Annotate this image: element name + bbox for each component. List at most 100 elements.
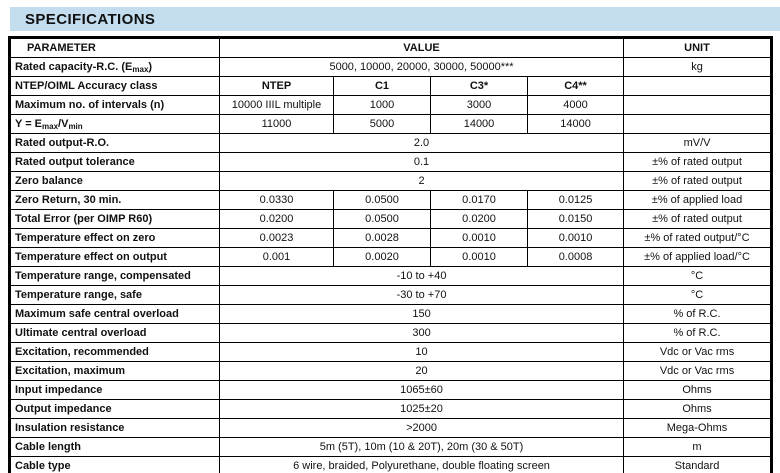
param-cell: Output impedance (10, 399, 220, 419)
sub-value-cell: 0.0020 (333, 247, 431, 267)
title-bar: SPECIFICATIONS (10, 7, 780, 31)
sub-value-cell: 0.001 (219, 247, 334, 267)
value-cell: 20 (218, 361, 625, 381)
sub-value-cell: 1000 (333, 95, 431, 115)
subscript: max (42, 121, 59, 131)
sub-value-cell: 0.0028 (333, 228, 431, 248)
unit-cell (623, 76, 771, 96)
unit-cell: kg (623, 57, 771, 77)
unit-cell: m (623, 437, 771, 457)
specifications-table: PARAMETER VALUE UNIT Rated capacity-R.C.… (10, 38, 771, 473)
header-unit: UNIT (623, 38, 771, 58)
value-cell: 5m (5T), 10m (10 & 20T), 20m (30 & 50T) (218, 437, 625, 457)
param-cell: Rated output tolerance (10, 152, 220, 172)
param-cell: Excitation, maximum (10, 361, 220, 381)
param-cell: Cable type (10, 456, 220, 473)
unit-cell: Standard (623, 456, 771, 473)
param-cell: Temperature range, compensated (10, 266, 220, 286)
param-cell: Rated output-R.O. (10, 133, 220, 153)
sub-value-cell: 0.0500 (333, 209, 431, 229)
table-row: Zero Return, 30 min. 0.0330 0.0500 0.017… (10, 190, 771, 210)
param-cell: Input impedance (10, 380, 220, 400)
unit-cell: Ohms (623, 380, 771, 400)
sub-value-cell: 0.0010 (430, 247, 528, 267)
param-cell: Temperature effect on output (10, 247, 220, 267)
value-cell: 1065±60 (218, 380, 625, 400)
sub-value-cell: 3000 (430, 95, 528, 115)
param-cell: Temperature range, safe (10, 285, 220, 305)
table-row: Ultimate central overload 300 % of R.C. (10, 323, 771, 343)
sub-value-cell: 0.0500 (333, 190, 431, 210)
value-cell: 300 (218, 323, 625, 343)
unit-cell: Ohms (623, 399, 771, 419)
table-row: Temperature range, compensated -10 to +4… (10, 266, 771, 286)
unit-cell: Mega-Ohms (623, 418, 771, 438)
table-row: Input impedance 1065±60 Ohms (10, 380, 771, 400)
table-row: NTEP/OIML Accuracy class NTEP C1 C3* C4*… (10, 76, 771, 96)
subscript: max (132, 64, 149, 74)
table-row: Total Error (per OIMP R60) 0.0200 0.0500… (10, 209, 771, 229)
param-cell: Zero Return, 30 min. (10, 190, 220, 210)
param-cell: Cable length (10, 437, 220, 457)
header-parameter: PARAMETER (10, 38, 220, 58)
table-row: Temperature range, safe -30 to +70 °C (10, 285, 771, 305)
value-cell: 6 wire, braided, Polyurethane, double fl… (218, 456, 625, 473)
table-row: Excitation, maximum 20 Vdc or Vac rms (10, 361, 771, 381)
value-cell: >2000 (218, 418, 625, 438)
param-cell: Maximum no. of intervals (n) (10, 95, 220, 115)
sub-value-cell: 0.0150 (526, 209, 625, 229)
unit-cell: Vdc or Vac rms (623, 342, 771, 362)
table-row: Cable length 5m (5T), 10m (10 & 20T), 20… (10, 437, 771, 457)
value-cell: -10 to +40 (218, 266, 625, 286)
table-row: Maximum no. of intervals (n) 10000 IIIL … (10, 95, 771, 115)
sub-value-cell: 0.0023 (219, 228, 334, 248)
table-row: Excitation, recommended 10 Vdc or Vac rm… (10, 342, 771, 362)
sub-value-cell: 14000 (526, 114, 625, 134)
value-cell: 2 (218, 171, 625, 191)
sub-value-cell: 0.0125 (526, 190, 625, 210)
value-cell: -30 to +70 (218, 285, 625, 305)
unit-cell: ±% of rated output (623, 171, 771, 191)
table-row: Insulation resistance >2000 Mega-Ohms (10, 418, 771, 438)
unit-cell: % of R.C. (623, 304, 771, 324)
sub-value-cell: 0.0010 (430, 228, 528, 248)
sub-value-cell: 0.0200 (430, 209, 528, 229)
unit-cell: °C (623, 266, 771, 286)
unit-cell (623, 114, 771, 134)
table-row: Rated output tolerance 0.1 ±% of rated o… (10, 152, 771, 172)
table-row: Zero balance 2 ±% of rated output (10, 171, 771, 191)
table-row: Temperature effect on zero 0.0023 0.0028… (10, 228, 771, 248)
param-cell: Excitation, recommended (10, 342, 220, 362)
value-cell: 0.1 (218, 152, 625, 172)
param-cell: Maximum safe central overload (10, 304, 220, 324)
param-cell: Insulation resistance (10, 418, 220, 438)
sub-value-cell: 0.0330 (219, 190, 334, 210)
value-cell: 1025±20 (218, 399, 625, 419)
header-row: PARAMETER VALUE UNIT (10, 38, 771, 58)
subscript: min (68, 121, 83, 131)
table-row: Rated output-R.O. 2.0 mV/V (10, 133, 771, 153)
value-cell: 5000, 10000, 20000, 30000, 50000*** (218, 57, 625, 77)
sub-value-cell: 0.0200 (219, 209, 334, 229)
unit-cell: °C (623, 285, 771, 305)
specifications-table-container: PARAMETER VALUE UNIT Rated capacity-R.C.… (8, 36, 773, 473)
sub-value-cell: C3* (430, 76, 528, 96)
sub-value-cell: C1 (333, 76, 431, 96)
header-value: VALUE (218, 38, 625, 58)
sub-value-cell: 10000 IIIL multiple (219, 95, 334, 115)
page-title: SPECIFICATIONS (25, 10, 156, 28)
param-cell: Rated capacity-R.C. (Emax) (10, 57, 220, 77)
sub-value-cell: 4000 (526, 95, 625, 115)
table-row: Maximum safe central overload 150 % of R… (10, 304, 771, 324)
param-cell: Y = Emax/Vmin (10, 114, 220, 134)
unit-cell: ±% of rated output (623, 152, 771, 172)
unit-cell: % of R.C. (623, 323, 771, 343)
table-row: Output impedance 1025±20 Ohms (10, 399, 771, 419)
value-cell: 150 (218, 304, 625, 324)
unit-cell: mV/V (623, 133, 771, 153)
param-cell: Zero balance (10, 171, 220, 191)
param-cell: Ultimate central overload (10, 323, 220, 343)
sub-value-cell: 0.0008 (526, 247, 625, 267)
param-cell: NTEP/OIML Accuracy class (10, 76, 220, 96)
sub-value-cell: 11000 (219, 114, 334, 134)
